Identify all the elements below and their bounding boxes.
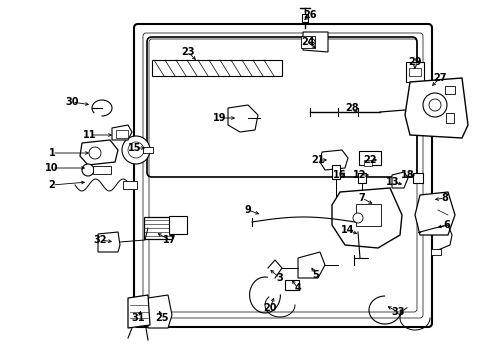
Polygon shape — [128, 295, 150, 328]
Circle shape — [122, 136, 150, 164]
Text: 3: 3 — [277, 273, 283, 283]
Text: 22: 22 — [363, 155, 377, 165]
Text: 20: 20 — [263, 303, 277, 313]
Bar — [364, 160, 372, 166]
Bar — [123, 181, 137, 189]
Bar — [359, 151, 381, 165]
Text: 33: 33 — [391, 307, 405, 317]
Text: 18: 18 — [401, 170, 415, 180]
Text: 4: 4 — [294, 283, 301, 293]
Polygon shape — [228, 105, 258, 132]
Text: 11: 11 — [83, 130, 97, 140]
Bar — [356, 204, 381, 226]
Text: 31: 31 — [131, 313, 145, 323]
Text: 2: 2 — [49, 180, 55, 190]
Bar — [144, 217, 172, 239]
Circle shape — [89, 147, 101, 159]
Text: 16: 16 — [333, 170, 347, 180]
Text: 1: 1 — [49, 148, 55, 158]
Bar — [446, 113, 454, 123]
Text: 13: 13 — [386, 177, 400, 187]
Bar — [285, 280, 299, 290]
Text: 26: 26 — [303, 10, 317, 20]
Polygon shape — [415, 192, 455, 235]
Bar — [116, 130, 128, 138]
Polygon shape — [112, 125, 132, 140]
Text: 28: 28 — [345, 103, 359, 113]
Text: 19: 19 — [213, 113, 227, 123]
Text: 10: 10 — [45, 163, 59, 173]
Text: 23: 23 — [181, 47, 195, 57]
Polygon shape — [148, 295, 172, 328]
Polygon shape — [303, 32, 328, 52]
Circle shape — [423, 93, 447, 117]
Bar — [143, 147, 153, 153]
Polygon shape — [80, 140, 118, 165]
Text: 30: 30 — [65, 97, 79, 107]
Bar — [302, 14, 308, 22]
Bar — [332, 165, 340, 179]
Bar — [301, 36, 315, 48]
Circle shape — [128, 142, 144, 158]
Text: 21: 21 — [311, 155, 325, 165]
Polygon shape — [392, 172, 408, 188]
Circle shape — [353, 213, 363, 223]
Text: 6: 6 — [443, 220, 450, 230]
Circle shape — [309, 39, 315, 45]
Bar — [152, 60, 282, 76]
Text: 5: 5 — [313, 270, 319, 280]
Bar — [413, 173, 423, 183]
Text: 25: 25 — [155, 313, 169, 323]
Text: 27: 27 — [433, 73, 447, 83]
Circle shape — [429, 99, 441, 111]
Text: 7: 7 — [359, 193, 366, 203]
Polygon shape — [98, 232, 120, 252]
Text: 14: 14 — [341, 225, 355, 235]
Bar — [409, 68, 421, 76]
Polygon shape — [298, 252, 325, 278]
Circle shape — [82, 164, 94, 176]
Bar — [358, 173, 366, 183]
Text: 9: 9 — [245, 205, 251, 215]
Text: 15: 15 — [128, 143, 142, 153]
Polygon shape — [320, 150, 348, 170]
Bar — [169, 216, 187, 234]
Bar — [445, 86, 455, 94]
Bar — [93, 166, 111, 174]
Bar — [431, 249, 441, 255]
Text: 29: 29 — [408, 57, 422, 67]
Text: 17: 17 — [163, 235, 177, 245]
Text: 8: 8 — [441, 193, 448, 203]
Text: 24: 24 — [301, 37, 315, 47]
Polygon shape — [405, 78, 468, 138]
Bar — [406, 62, 424, 82]
Text: 32: 32 — [93, 235, 107, 245]
Polygon shape — [332, 188, 402, 248]
Text: 12: 12 — [353, 170, 367, 180]
